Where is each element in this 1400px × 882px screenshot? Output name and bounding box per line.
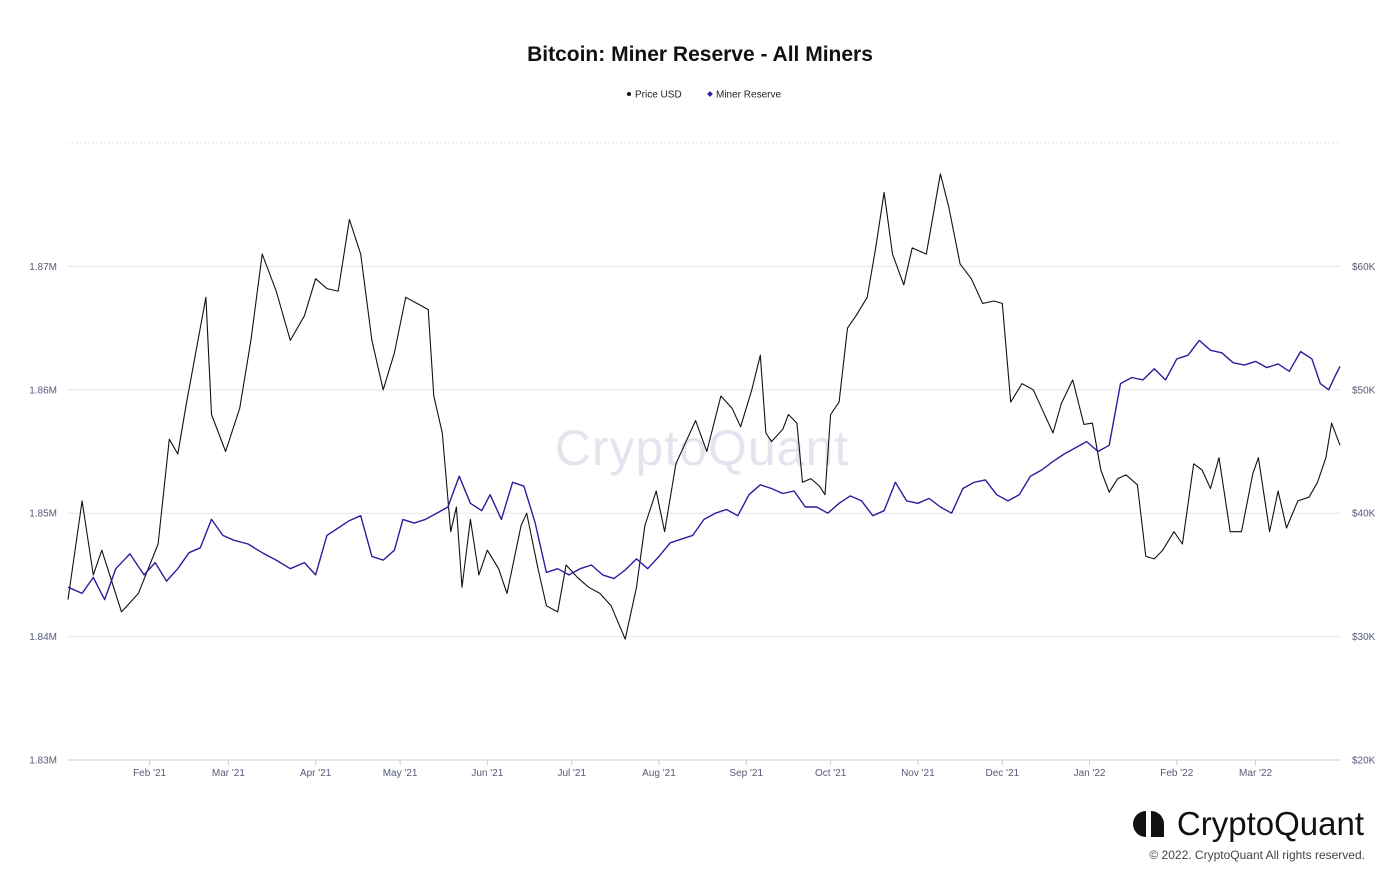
watermark: CryptoQuant [555, 420, 849, 476]
y-right-tick-label: $30K [1352, 632, 1376, 643]
legend-marker-miner-reserve [707, 91, 713, 97]
copyright: © 2022. CryptoQuant All rights reserved. [1149, 848, 1365, 862]
y-left-tick-label: 1.86M [29, 385, 57, 396]
y-axis-left: 1.83M 1.84M 1.85M 1.86M 1.87M [29, 262, 57, 767]
y-left-tick-label: 1.85M [29, 509, 57, 520]
legend-label-miner-reserve: Miner Reserve [716, 90, 781, 101]
y-right-tick-label: $40K [1352, 509, 1376, 520]
x-tick-label: Jul '21 [557, 768, 586, 779]
legend: Price USD Miner Reserve [627, 90, 781, 101]
x-tick-label: Nov '21 [901, 768, 935, 779]
x-axis: Feb '21 Mar '21 Apr '21 May '21 Jun '21 Jul '… [133, 760, 1273, 779]
y-left-tick-label: 1.87M [29, 262, 57, 273]
x-tick-label: Mar '21 [212, 768, 245, 779]
series-lines [67, 173, 1341, 640]
y-axis-right: $20K $30K $40K $50K $60K [1352, 262, 1376, 767]
brand-name: CryptoQuant [1176, 805, 1364, 842]
series-line-price-usd [67, 173, 1341, 640]
legend-marker-price [627, 92, 631, 96]
x-tick-label: Feb '22 [1160, 768, 1193, 779]
grid-lines [68, 142, 1340, 761]
legend-label-price: Price USD [635, 90, 682, 101]
x-tick-label: Sep '21 [729, 768, 763, 779]
brand-logo: CryptoQuant [1131, 804, 1364, 844]
chart-title: Bitcoin: Miner Reserve - All Miners [527, 43, 873, 66]
series-line-miner-reserve [67, 339, 1341, 601]
x-tick-label: Mar '22 [1239, 768, 1272, 779]
x-tick-label: Apr '21 [300, 768, 332, 779]
y-left-tick-label: 1.84M [29, 632, 57, 643]
y-right-tick-label: $20K [1352, 756, 1376, 767]
x-tick-label: May '21 [383, 768, 418, 779]
x-tick-label: Jan '22 [1074, 768, 1106, 779]
x-tick-label: Oct '21 [815, 768, 847, 779]
y-right-tick-label: $50K [1352, 385, 1376, 396]
x-tick-label: Feb '21 [133, 768, 166, 779]
x-tick-label: Jun '21 [471, 768, 503, 779]
y-right-tick-label: $60K [1352, 262, 1376, 273]
y-left-tick-label: 1.83M [29, 756, 57, 767]
cryptoquant-logo-icon [1132, 811, 1164, 837]
x-tick-label: Aug '21 [642, 768, 676, 779]
legend-item-miner-reserve[interactable]: Miner Reserve [707, 90, 781, 101]
legend-item-price[interactable]: Price USD [627, 90, 682, 101]
x-tick-label: Dec '21 [986, 768, 1020, 779]
